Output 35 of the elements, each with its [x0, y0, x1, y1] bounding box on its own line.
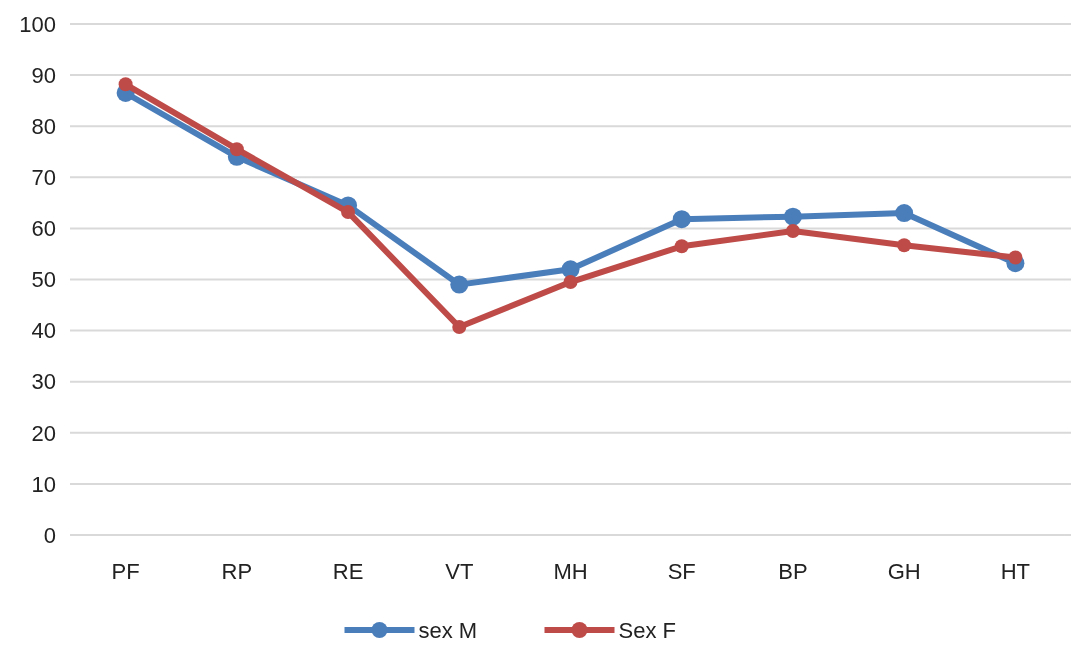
point: [450, 275, 469, 294]
x-tick-label: RE: [332, 559, 364, 584]
y-tick-label: 20: [31, 420, 56, 446]
point: [783, 207, 802, 226]
legend-label: Sex F: [618, 618, 676, 643]
y-tick-label: 0: [43, 522, 56, 548]
point: [229, 142, 244, 157]
point: [452, 320, 467, 335]
y-tick-label: 70: [31, 165, 56, 190]
x-tick-label: VT: [445, 559, 474, 584]
y-tick-label: 60: [31, 216, 56, 242]
x-tick-label: PF: [111, 559, 140, 584]
point: [785, 223, 800, 238]
x-tick-label: RP: [221, 559, 253, 584]
x-tick-label: SF: [667, 559, 696, 584]
y-tick-label: 40: [31, 318, 56, 344]
y-tick-label: 100: [19, 11, 56, 37]
point: [118, 77, 133, 92]
point: [897, 238, 912, 253]
x-tick-label: GH: [887, 559, 921, 584]
y-tick-label: 50: [31, 267, 56, 293]
y-tick-label: 10: [31, 471, 56, 497]
y-tick-label: 80: [31, 113, 56, 139]
point: [341, 205, 356, 220]
point: [895, 204, 914, 223]
x-tick-label: MH: [553, 559, 588, 584]
x-tick-label: BP: [778, 559, 808, 584]
point: [672, 210, 691, 229]
x-tick-label: HT: [1000, 559, 1031, 584]
point: [1008, 250, 1023, 265]
legend-label: sex M: [418, 618, 478, 643]
point: [674, 239, 689, 254]
point: [563, 275, 578, 290]
y-tick-label: 30: [31, 369, 56, 395]
y-tick-label: 90: [31, 62, 56, 88]
